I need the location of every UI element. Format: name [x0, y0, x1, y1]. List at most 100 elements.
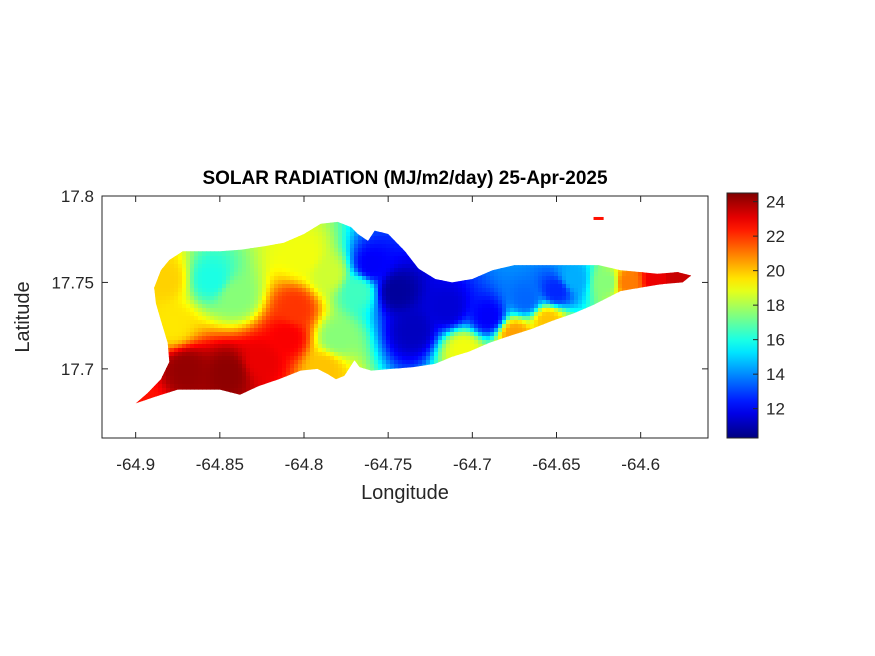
field-cell	[310, 276, 315, 281]
field-cell	[382, 236, 387, 241]
field-cell	[274, 272, 279, 277]
field-cell	[410, 264, 415, 269]
field-cell	[242, 260, 247, 265]
field-cell	[330, 352, 335, 357]
field-cell	[234, 384, 239, 389]
field-cell	[342, 256, 347, 261]
field-cell	[214, 260, 219, 265]
field-cell	[346, 276, 351, 281]
field-cell	[266, 348, 271, 353]
field-cell	[198, 320, 203, 325]
field-cell	[282, 372, 287, 377]
field-cell	[378, 340, 383, 345]
field-cell	[422, 284, 427, 289]
field-cell	[174, 316, 179, 321]
field-cell	[386, 232, 391, 237]
field-cell	[350, 360, 355, 365]
field-cell	[218, 308, 223, 313]
field-cell	[286, 336, 291, 341]
field-cell	[346, 328, 351, 333]
field-cell	[378, 336, 383, 341]
field-cell	[250, 332, 255, 337]
field-cell	[210, 376, 215, 381]
field-cell	[346, 236, 351, 241]
field-cell	[378, 260, 383, 265]
field-cell	[266, 304, 271, 309]
field-cell	[414, 276, 419, 281]
field-cell	[354, 352, 359, 357]
field-cell	[394, 272, 399, 277]
field-cell	[350, 296, 355, 301]
field-cell	[366, 316, 371, 321]
field-cell	[210, 352, 215, 357]
field-cell	[258, 312, 263, 317]
field-cell	[350, 232, 355, 237]
field-cell	[386, 260, 391, 265]
field-cell	[214, 256, 219, 261]
field-cell	[202, 332, 207, 337]
field-cell	[262, 284, 267, 289]
field-cell	[382, 364, 387, 369]
field-cell	[186, 276, 191, 281]
field-cell	[170, 296, 175, 301]
field-cell	[182, 380, 187, 385]
field-cell	[354, 272, 359, 277]
field-cell	[274, 340, 279, 345]
field-cell	[318, 304, 323, 309]
field-cell	[246, 316, 251, 321]
field-cell	[230, 364, 235, 369]
field-cell	[386, 332, 391, 337]
field-cell	[290, 324, 295, 329]
field-cell	[302, 308, 307, 313]
field-cell	[238, 372, 243, 377]
field-cell	[270, 276, 275, 281]
field-cell	[254, 364, 259, 369]
field-cell	[262, 352, 267, 357]
field-cell	[342, 284, 347, 289]
field-cell	[214, 280, 219, 285]
field-cell	[354, 360, 359, 365]
field-cell	[338, 352, 343, 357]
field-cell	[382, 280, 387, 285]
field-cell	[238, 364, 243, 369]
field-cell	[318, 324, 323, 329]
field-cell	[294, 248, 299, 253]
field-cell	[278, 340, 283, 345]
field-cell	[290, 328, 295, 333]
field-cell	[182, 352, 187, 357]
field-cell	[230, 380, 235, 385]
field-cell	[278, 324, 283, 329]
field-cell	[398, 252, 403, 257]
field-cell	[206, 256, 211, 261]
field-cell	[370, 360, 375, 365]
field-cell	[170, 316, 175, 321]
field-cell	[262, 356, 267, 361]
field-cell	[162, 272, 167, 277]
field-cell	[382, 316, 387, 321]
field-cell	[242, 292, 247, 297]
field-cell	[182, 384, 187, 389]
field-cell	[330, 300, 335, 305]
field-cell	[266, 288, 271, 293]
field-cell	[270, 352, 275, 357]
field-cell	[198, 340, 203, 345]
field-cell	[334, 284, 339, 289]
field-cell	[214, 344, 219, 349]
field-cell	[286, 316, 291, 321]
field-cell	[374, 272, 379, 277]
field-cell	[422, 320, 427, 325]
field-cell	[254, 300, 259, 305]
field-cell	[222, 372, 227, 377]
field-cell	[274, 288, 279, 293]
field-cell	[314, 268, 319, 273]
field-cell	[226, 348, 231, 353]
field-cell	[406, 324, 411, 329]
field-cell	[386, 252, 391, 257]
field-cell	[238, 384, 243, 389]
field-cell	[262, 332, 267, 337]
field-cell	[322, 248, 327, 253]
field-cell	[294, 316, 299, 321]
field-cell	[298, 288, 303, 293]
field-cell	[394, 364, 399, 369]
field-cell	[198, 364, 203, 369]
